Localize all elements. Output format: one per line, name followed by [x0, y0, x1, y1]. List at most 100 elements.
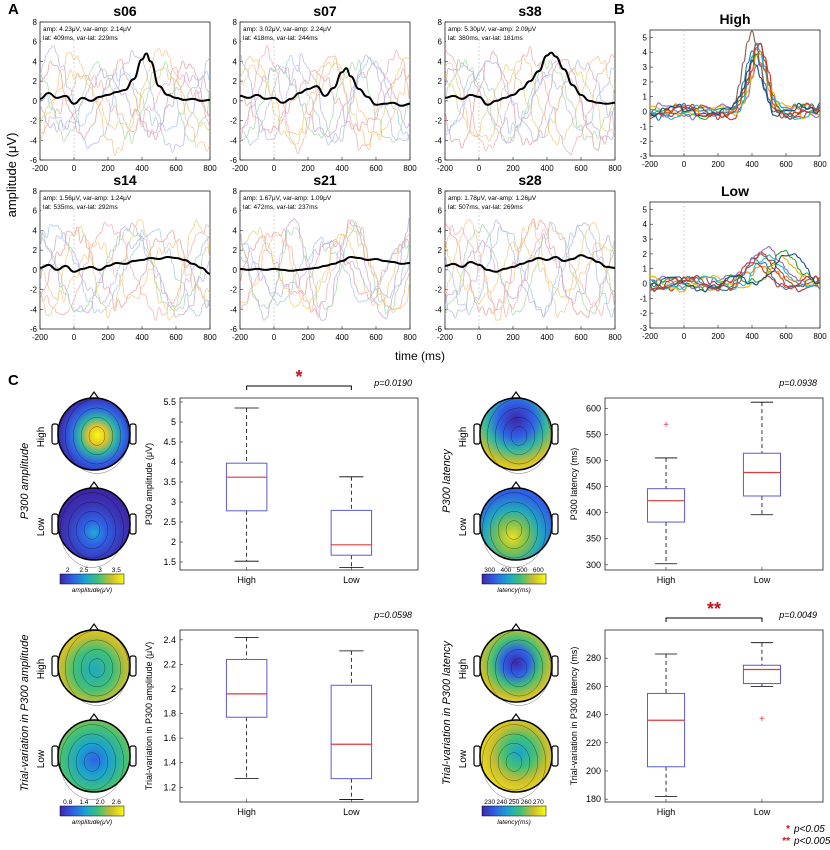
- contour-line: [60, 724, 124, 800]
- y-tick-label: -4: [30, 136, 38, 145]
- colorbar-tick-label: 2.0: [96, 799, 105, 806]
- y-tick-label: 2: [643, 78, 648, 87]
- trial-line: [40, 67, 210, 134]
- head-ear-left: [51, 655, 59, 677]
- contour-line: [510, 658, 528, 678]
- colorbar: [481, 573, 547, 585]
- y-axis-label: P300 amplitude (μV): [144, 443, 154, 525]
- x-tick-label: 800: [813, 332, 827, 341]
- mean-waveform-line: [40, 255, 210, 275]
- y-tick-label: 6: [438, 38, 443, 47]
- contour-line: [88, 658, 106, 678]
- colorbar-tick-label: 600: [533, 567, 544, 574]
- x-tick-label: 200: [711, 332, 725, 341]
- y-tick-label: -2: [640, 137, 648, 146]
- topomap-head: [57, 719, 131, 793]
- trial-line: [445, 218, 615, 318]
- subject-average-line: [650, 254, 820, 291]
- y-tick-label: 2: [33, 77, 38, 86]
- x-tick-label: 800: [203, 164, 217, 173]
- x-tick-label: 800: [813, 160, 827, 169]
- contour-line: [83, 520, 101, 540]
- x-tick-label: 0: [477, 333, 482, 342]
- colorbar: [481, 805, 547, 817]
- y-tick-label: 2.5: [163, 517, 176, 527]
- y-tick-label: 4.5: [163, 437, 176, 447]
- y-tick-label: 0: [33, 97, 38, 106]
- colorbar-tick-label: 240: [496, 799, 507, 806]
- topomap-group-vlat: High Low 230 240 250 260 270 latency(ms) Trial-v…: [441, 622, 559, 826]
- info-box: [241, 192, 347, 212]
- head-ear-left: [473, 745, 481, 767]
- contour-line: [502, 649, 536, 687]
- topomap-head: [57, 629, 131, 703]
- trial-line: [240, 54, 410, 146]
- x-tick-label: 400: [135, 164, 149, 173]
- x-tick-label: -200: [437, 333, 454, 342]
- y-tick-label: 200: [586, 766, 601, 776]
- contour-line: [83, 752, 101, 772]
- y-tick-label: 1.4: [163, 758, 176, 768]
- contour-line: [494, 407, 544, 465]
- y-tick-label: 0: [643, 108, 648, 117]
- subject-average-line: [650, 251, 820, 293]
- trial-line: [240, 232, 410, 312]
- colorbar-label: latency(ms): [497, 819, 531, 826]
- trial-line: [445, 58, 615, 144]
- legend-marker: *: [786, 824, 790, 835]
- info-text: amp: 5.30μV, var-amp: 2.09μV: [448, 26, 537, 33]
- y-tick-label: 1.6: [163, 733, 176, 743]
- plot-area: [650, 30, 820, 121]
- y-tick-label: -2: [230, 286, 238, 295]
- x-tick-label: 200: [506, 164, 520, 173]
- x-tick-label: 600: [574, 164, 588, 173]
- contour-line: [88, 426, 106, 446]
- trial-line: [445, 221, 615, 316]
- topomap-head: [57, 397, 131, 471]
- box-chart-vlat: 180 200 220 240 260 280 Trial-variation in P30…: [569, 599, 824, 817]
- trial-line: [40, 228, 210, 313]
- x-tick-label: 800: [608, 164, 622, 173]
- topomap-group-lat: High Low 300 400 500 600 latency(ms) P300 laten…: [441, 390, 559, 594]
- info-box: [241, 23, 347, 43]
- trial-line: [40, 68, 210, 132]
- chart-title: s07: [313, 3, 337, 19]
- x-tick-label: 0: [272, 164, 277, 173]
- head-ear-left: [473, 655, 481, 677]
- y-axis-label: amplitude (μV): [4, 133, 19, 218]
- contour-line: [505, 520, 523, 540]
- topomap-group-vamp: High Low 0.8 1.4 2.0 2.6 amplitude(μV) Trial-va…: [19, 622, 137, 826]
- info-text: lat: 418ms, var-lat: 244ms: [243, 35, 319, 42]
- y-tick-label: -6: [230, 156, 238, 165]
- colorbar-tick-label: 300: [484, 567, 495, 574]
- y-tick-label: -3: [640, 152, 648, 161]
- y-tick-label: -4: [435, 136, 443, 145]
- y-tick-label: -6: [30, 156, 38, 165]
- head-ear-right: [551, 745, 559, 767]
- y-tick-label: 5: [171, 417, 176, 427]
- box-chart-amp: 1.5 2 2.5 3 3.5 4 4.5 5 5.5 P300 amplitude (μV) Hi…: [144, 367, 419, 585]
- x-tick-label: Low: [343, 807, 360, 817]
- x-tick-label: 200: [301, 164, 315, 173]
- head-ear-left: [473, 513, 481, 535]
- contour-line: [494, 639, 544, 697]
- x-tick-label: 800: [608, 333, 622, 342]
- y-tick-label: 260: [586, 681, 601, 691]
- head-ear-right: [551, 655, 559, 677]
- y-tick-label: 3: [643, 63, 648, 72]
- x-tick-label: -200: [642, 332, 659, 341]
- topomap-row-label: Low: [36, 749, 47, 768]
- plot-frame: [604, 397, 824, 571]
- head-ear-right: [551, 423, 559, 445]
- p-value: p=0.0049: [778, 610, 817, 620]
- head-ear-left: [51, 513, 59, 535]
- x-tick-label: 0: [682, 332, 687, 341]
- mean-waveform-line: [240, 67, 410, 107]
- line-chart-s06: s06 -200 0 200 400 600 800 -6 -4 -2 0 2 4 6 8 amp: 4.23…: [30, 3, 217, 173]
- topomap-row-label: Low: [458, 749, 469, 768]
- x-tick-label: 0: [72, 164, 77, 173]
- y-tick-label: 2: [643, 250, 648, 259]
- y-tick-label: 8: [233, 187, 238, 196]
- y-tick-label: 280: [586, 653, 601, 663]
- colorbar-tick-label: 2.6: [112, 799, 121, 806]
